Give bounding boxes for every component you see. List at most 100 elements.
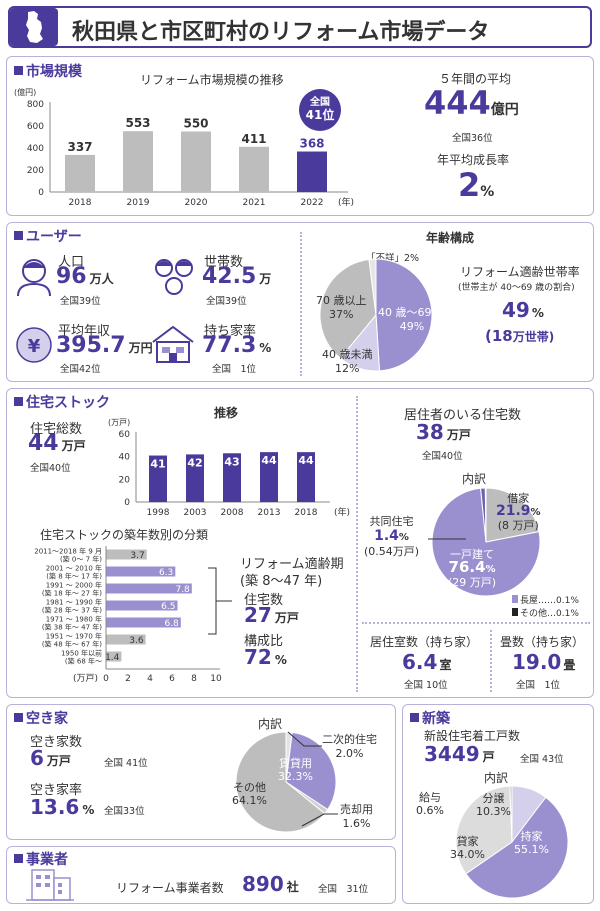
- suit-unit: %: [531, 306, 544, 320]
- rent-label: 借家 21.9% (8 万戸): [496, 492, 541, 532]
- age-class-bar: [106, 600, 178, 611]
- newbuild-pie-slice: [455, 785, 513, 875]
- newown-pct: 55.1%: [514, 843, 549, 856]
- age-unknown-label: 「不詳」2%: [366, 253, 420, 264]
- legend-other-swatch: [512, 608, 518, 616]
- vacant-rate-unit: %: [82, 803, 95, 817]
- vacant-pie-slice: [285, 731, 337, 811]
- header-bar: [8, 6, 592, 48]
- reform-label-1: リフォーム適齢期: [240, 557, 344, 572]
- vacant-other-label: その他 64.1%: [232, 781, 267, 807]
- ownership-unit: %: [259, 341, 272, 355]
- market-bar-label: 411: [241, 132, 266, 146]
- rental-pct: 32.3%: [278, 770, 313, 783]
- vacant-rate-rank: 全国33位: [104, 806, 145, 817]
- age-class-x-unit: (万戸): [73, 673, 98, 684]
- suit-value: 49%: [502, 298, 544, 322]
- building-icon: [24, 866, 76, 906]
- rent-value: 21.9%: [496, 504, 541, 519]
- stock-total-value: 44 万戸: [28, 431, 86, 456]
- market-y-unit: (億円): [14, 87, 36, 97]
- house-label: 一戸建て 76.4% (29 万戸): [448, 548, 496, 589]
- market-bar-label: 553: [125, 116, 150, 130]
- tatami-unit: 畳: [563, 658, 576, 672]
- reform-label-2: (築 8〜47 年): [240, 574, 323, 589]
- apt-unit: %: [398, 532, 409, 543]
- market-chart-title: リフォーム市場規模の推移: [140, 73, 284, 87]
- age-class-bar: [106, 566, 176, 577]
- house-icon: [150, 322, 196, 370]
- vacant-other-name: その他: [232, 781, 266, 794]
- salary-label: 給与 0.6%: [416, 791, 444, 817]
- apt-label: 共同住宅 1.4% (0.54万戸): [364, 515, 419, 559]
- age-class-sublabel: (築 48 年〜 67 年): [42, 640, 102, 649]
- apt-value: 1.4%: [364, 529, 419, 545]
- bunjo-name: 分譲: [482, 792, 505, 805]
- age-class-x-tick: 4: [147, 674, 153, 684]
- vacant-pie-slice: [235, 731, 326, 833]
- age-class-sublabel: (築 8 年〜 17 年): [46, 572, 102, 581]
- reform-count-number: 27: [244, 603, 272, 627]
- age-class-x-tick: 2: [125, 674, 131, 684]
- market-x-unit: (年): [338, 196, 354, 208]
- akita-map-icon: [10, 8, 58, 46]
- age-class-x-tick: 8: [191, 674, 197, 684]
- household-value: 42.5 万: [202, 264, 271, 289]
- newown-name: 持家: [520, 830, 543, 843]
- reform-count-label: 住宅数: [244, 593, 284, 608]
- age-pie-slice: [368, 258, 377, 316]
- income-number: 395.7: [56, 333, 126, 358]
- market-bar-label: 337: [67, 140, 92, 154]
- tatami-label: 畳数（持ち家）: [500, 635, 585, 649]
- suit-number: 49: [502, 298, 530, 322]
- market-x-tick: 2022: [301, 198, 324, 208]
- vacant-pie-chart: [235, 731, 338, 833]
- trend-title: 推移: [214, 406, 239, 420]
- age-class-title: 住宅ストックの築年数別の分類: [40, 528, 209, 542]
- trend-y-tick: 40: [119, 453, 131, 463]
- newbuild-pie-slice: [465, 796, 569, 899]
- occupied-rank: 全国40位: [422, 451, 463, 462]
- market-bar-label: 550: [183, 117, 208, 131]
- age-under-label: 40 歳未満 12%: [322, 348, 373, 376]
- vacant-breakdown-title: 内訳: [258, 717, 283, 731]
- reform-ratio-label: 構成比: [244, 634, 284, 649]
- trend-bar-label: 41: [150, 458, 165, 471]
- age-class-bar-label: 7.8: [175, 585, 190, 595]
- market-y-tick: 800: [27, 100, 44, 110]
- bunjo-pct: 10.3%: [476, 805, 511, 818]
- income-unit: 万円: [128, 341, 153, 355]
- reform-ratio-number: 72: [244, 645, 272, 669]
- age-pie-slice: [319, 258, 377, 359]
- market-growth-unit: %: [480, 184, 495, 200]
- age-over70-label: 70 歳以上 37%: [316, 294, 367, 322]
- salary-name: 給与: [418, 791, 441, 804]
- stock-total-unit: 万戸: [61, 439, 86, 453]
- newbuild-breakdown-title: 内訳: [484, 771, 509, 785]
- tatami-number: 19.0: [512, 650, 562, 674]
- vacant-count-label: 空き家数: [30, 735, 83, 750]
- vacant-count-number: 6: [30, 746, 44, 770]
- age-class-bar-label: 1.4: [105, 653, 120, 663]
- for-sale-leader: [301, 813, 338, 827]
- pop-number: 96: [56, 264, 87, 289]
- apt-number: 1.4: [374, 528, 399, 544]
- occupied-value: 38 万戸: [416, 420, 471, 444]
- ownership-label: 持ち家率: [204, 324, 257, 339]
- ownership-number: 77.3: [202, 333, 257, 358]
- stock-pie-slice: [485, 487, 540, 543]
- age-class-bar-label: 6.3: [159, 568, 173, 578]
- reform-count-unit: 万戸: [274, 611, 299, 625]
- newown-label: 持家 55.1%: [514, 830, 549, 856]
- age-class-bar-label: 3.6: [129, 636, 144, 646]
- trend-x-unit: (年): [334, 506, 350, 518]
- age-chart-title: 年齢構成: [426, 231, 475, 245]
- market-y-tick: 600: [27, 122, 44, 132]
- age-class-chart: 2011〜2018 年 9 月(築 0〜 7 年) 3.7 2001 〜 2010 …: [34, 546, 222, 684]
- vacant-rate-label: 空き家率: [30, 783, 83, 798]
- second-home-leader: [287, 731, 322, 747]
- apt-name: 共同住宅: [369, 515, 414, 528]
- age-mid-label: 40 歳〜69 歳 49%: [378, 306, 446, 334]
- income-label: 平均年収: [58, 324, 111, 339]
- occupied-label: 居住者のいる住宅数: [404, 408, 522, 423]
